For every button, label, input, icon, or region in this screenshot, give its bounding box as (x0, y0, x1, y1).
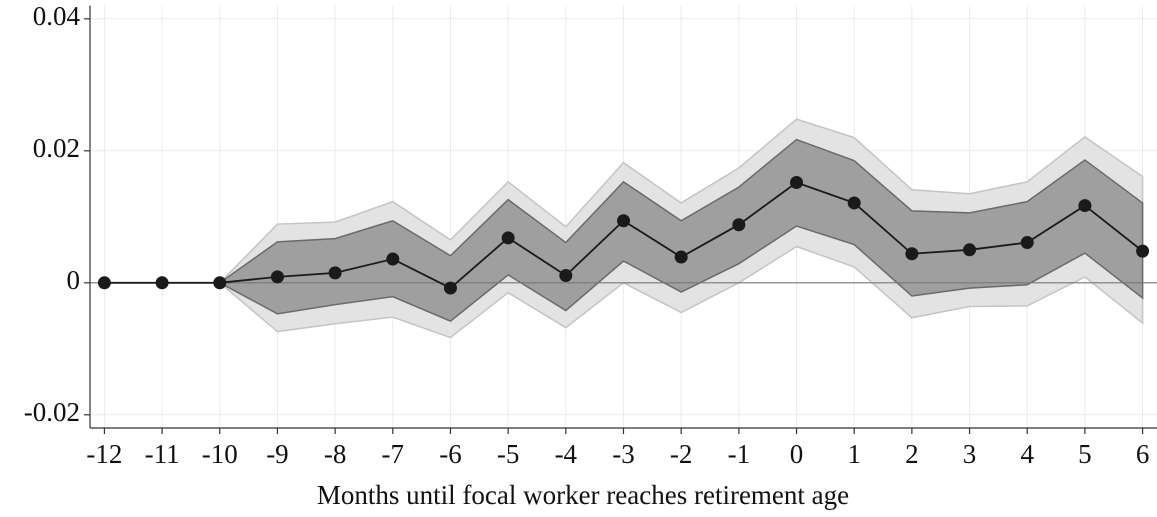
x-tick-label: 2 (905, 439, 919, 469)
x-tick-label: -12 (86, 439, 122, 469)
y-tick-label: 0.04 (33, 1, 81, 31)
data-point (1078, 199, 1092, 213)
y-tick-label: 0.02 (33, 133, 80, 163)
data-point (155, 276, 169, 290)
x-tick-label: 1 (847, 439, 861, 469)
x-tick-label: 0 (790, 439, 804, 469)
x-tick-label: -6 (439, 439, 462, 469)
data-point (559, 269, 573, 283)
y-tick-label: 0 (67, 265, 81, 295)
x-tick-label: 6 (1136, 439, 1150, 469)
x-tick-label: 3 (963, 439, 977, 469)
data-point (97, 276, 111, 290)
data-point (213, 276, 227, 290)
data-point (443, 281, 457, 295)
x-axis-label: Months until focal worker reaches retire… (317, 480, 849, 510)
x-tick-label: -8 (324, 439, 347, 469)
x-tick-label: -4 (555, 439, 578, 469)
x-tick-label: -9 (266, 439, 289, 469)
x-tick-label: -10 (202, 439, 238, 469)
y-tick-label: -0.02 (24, 397, 80, 427)
data-point (386, 252, 400, 266)
data-point (1020, 236, 1034, 250)
data-point (1136, 244, 1150, 258)
x-tick-label: -7 (382, 439, 405, 469)
data-point (328, 266, 342, 280)
data-point (790, 175, 804, 189)
x-tick-label: 5 (1078, 439, 1092, 469)
data-point (732, 218, 746, 232)
x-tick-label: -3 (612, 439, 635, 469)
data-point (963, 243, 977, 257)
data-point (501, 231, 515, 245)
x-tick-label: -11 (145, 439, 180, 469)
data-point (905, 247, 919, 261)
x-tick-label: -2 (670, 439, 693, 469)
data-point (847, 196, 861, 210)
x-tick-label: -5 (497, 439, 520, 469)
x-tick-label: 4 (1020, 439, 1034, 469)
x-tick-label: -1 (728, 439, 751, 469)
data-point (617, 214, 630, 228)
data-point (674, 250, 688, 264)
data-point (270, 270, 284, 284)
